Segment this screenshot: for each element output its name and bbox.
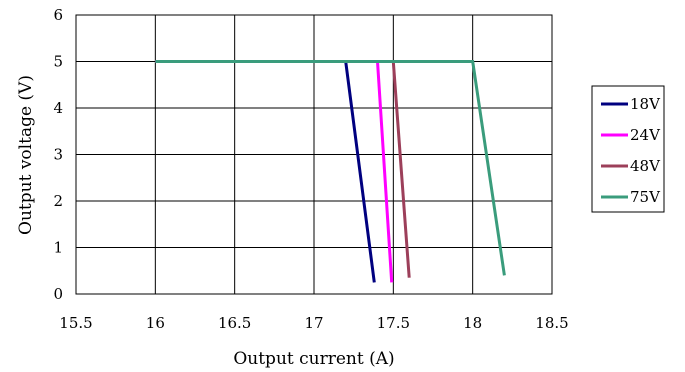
y-tick-label: 2: [53, 192, 63, 210]
y-tick-label: 5: [53, 53, 63, 71]
series-lines: [155, 60, 506, 283]
x-tick-label: 15.5: [59, 314, 92, 332]
legend-label-75v: 75V: [630, 188, 661, 206]
x-tick-label: 16.5: [218, 314, 251, 332]
x-tick-label: 17: [304, 314, 323, 332]
x-tick-label: 18: [463, 314, 482, 332]
y-tick-label: 0: [53, 285, 63, 303]
legend: 18V 24V 48V 75V: [591, 85, 665, 213]
x-tick-label: 16: [146, 314, 165, 332]
legend-label-48v: 48V: [630, 157, 661, 175]
y-tick-label: 1: [53, 239, 63, 257]
legend-box: [591, 85, 665, 213]
x-tick-label: 18.5: [535, 314, 568, 332]
x-axis-title: Output current (A): [233, 349, 394, 369]
legend-label-24v: 24V: [630, 126, 661, 144]
legend-label-18v: 18V: [630, 95, 661, 113]
series-line-75v: [155, 60, 506, 276]
y-tick-label: 3: [53, 146, 63, 164]
x-tick-labels: 15.5 16 16.5 17 17.5 18 18.5: [59, 314, 568, 332]
y-tick-label: 6: [53, 6, 63, 24]
y-tick-label: 4: [53, 99, 63, 117]
y-axis-title: Output voltage (V): [16, 75, 36, 235]
legend-items: 18V 24V 48V 75V: [601, 95, 661, 206]
y-tick-labels: 0 1 2 3 4 5 6: [53, 6, 63, 303]
x-tick-label: 17.5: [377, 314, 410, 332]
